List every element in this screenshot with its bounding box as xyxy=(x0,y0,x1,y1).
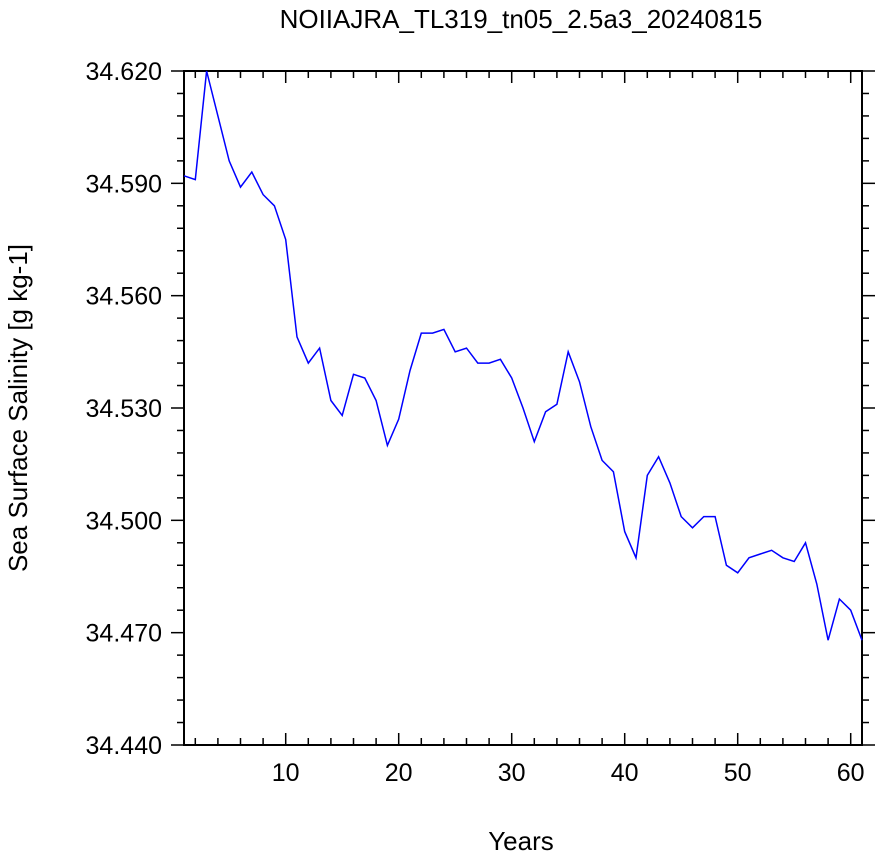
y-tick-label: 34.530 xyxy=(86,395,162,423)
x-axis-label: Years xyxy=(488,826,554,856)
y-tick-label: 34.470 xyxy=(86,620,162,648)
y-tick-label: 34.560 xyxy=(86,283,162,311)
y-axis-ticks: 34.440 34.470 34.500 34.530 34.560 34.590 34.6… xyxy=(86,58,875,760)
y-tick-label: 34.590 xyxy=(86,170,162,198)
chart-title: NOIIAJRA_TL319_tn05_2.5a3_20240815 xyxy=(280,4,763,34)
y-axis-label: Sea Surface Salinity [g kg-1] xyxy=(3,244,33,572)
salinity-series-line xyxy=(183,70,863,641)
x-tick-label: 30 xyxy=(498,759,526,787)
x-tick-label: 10 xyxy=(272,759,300,787)
y-tick-label: 34.440 xyxy=(86,732,162,760)
x-tick-label: 50 xyxy=(724,759,752,787)
x-tick-label: 20 xyxy=(385,759,413,787)
x-tick-label: 60 xyxy=(837,759,865,787)
x-axis-ticks: 10 20 30 40 50 60 xyxy=(194,71,865,787)
y-tick-label: 34.620 xyxy=(86,58,162,86)
series-layer xyxy=(183,70,863,641)
x-tick-label: 40 xyxy=(611,759,639,787)
y-tick-label: 34.500 xyxy=(86,507,162,535)
